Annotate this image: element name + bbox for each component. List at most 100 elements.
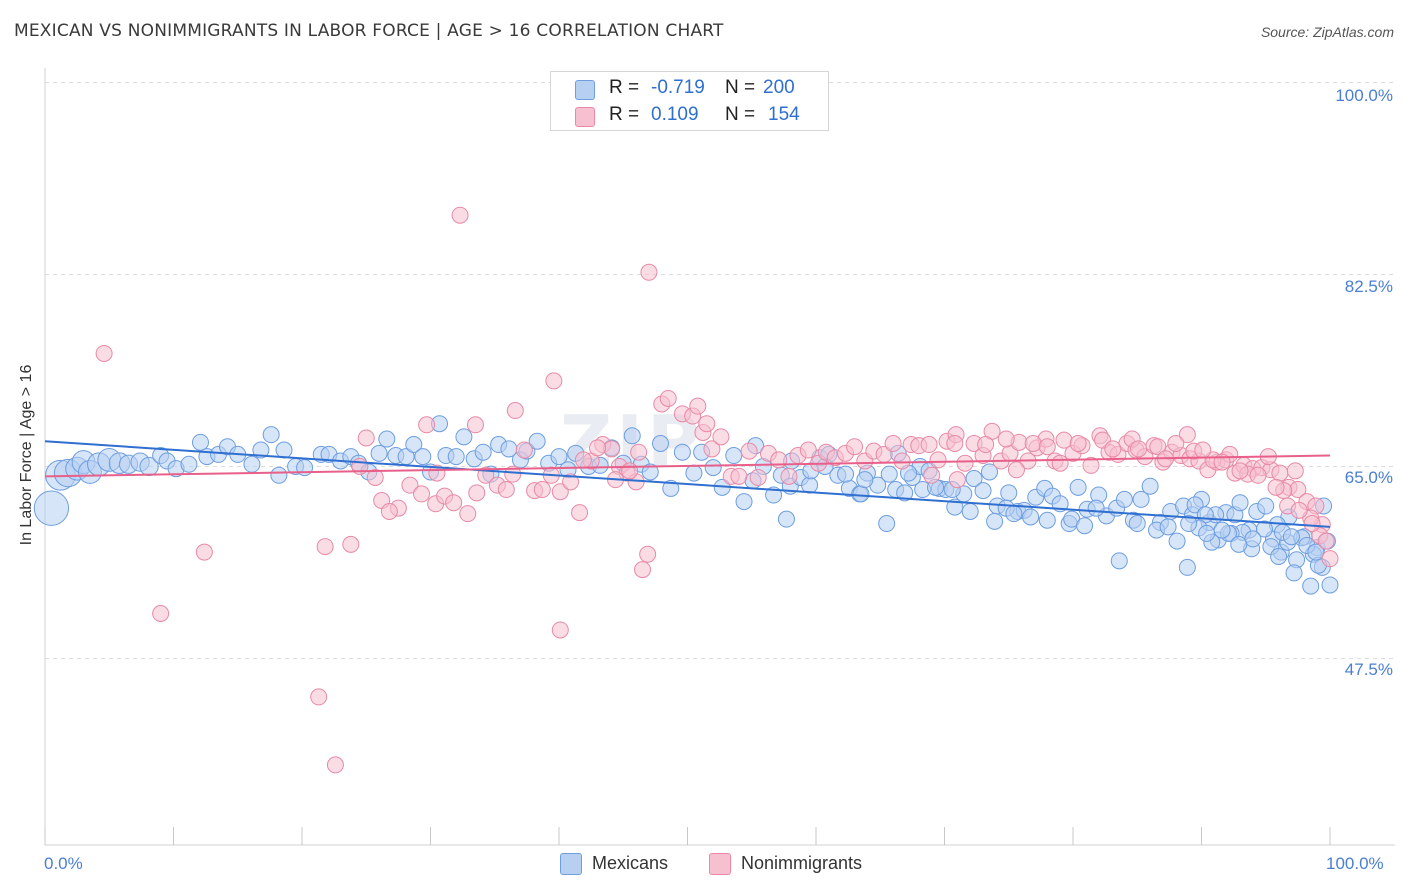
nonimmigrants-point bbox=[571, 504, 589, 522]
y-tick-47-5: 47.5% bbox=[1344, 660, 1393, 679]
mexicans-point bbox=[1180, 515, 1198, 533]
nonimmigrants-point bbox=[948, 471, 966, 489]
nonimmigrants-point bbox=[946, 434, 964, 452]
nonimmigrants-point bbox=[459, 505, 477, 523]
swatch-pink bbox=[709, 853, 731, 875]
mexicans-point bbox=[1178, 558, 1196, 576]
mexicans-point bbox=[1087, 499, 1105, 517]
mexicans-point bbox=[550, 448, 568, 466]
nonimmigrants-point bbox=[923, 466, 941, 484]
nonimmigrants-point bbox=[630, 443, 648, 461]
legend-swatch-pink bbox=[575, 107, 595, 127]
nonimmigrants-point bbox=[730, 467, 748, 485]
mexicans-point bbox=[1282, 528, 1300, 546]
mexicans-point bbox=[623, 427, 641, 445]
nonimmigrants-point bbox=[780, 467, 798, 485]
mexicans-point bbox=[1038, 511, 1056, 529]
mexicans-point bbox=[243, 455, 261, 473]
nonimmigrants-point bbox=[740, 442, 758, 460]
nonimmigrants-point bbox=[621, 462, 639, 480]
legend-swatch-blue bbox=[575, 80, 595, 100]
mexicans-point bbox=[673, 443, 691, 461]
nonimmigrants-point bbox=[1007, 461, 1025, 479]
mexicans-point bbox=[1244, 530, 1262, 548]
mexicans-point bbox=[852, 485, 870, 503]
mexicans-point bbox=[1321, 576, 1339, 594]
nonimmigrants-point bbox=[545, 372, 563, 390]
nonimmigrants-point bbox=[1271, 464, 1289, 482]
mexicans-point bbox=[1005, 505, 1023, 523]
mexicans-point bbox=[180, 455, 198, 473]
nonimmigrants-point bbox=[1321, 550, 1339, 568]
nonimmigrants-point bbox=[977, 436, 995, 454]
nonimmigrants-point bbox=[1267, 478, 1285, 496]
mexicans-point bbox=[704, 459, 722, 477]
mexicans-point bbox=[1159, 518, 1177, 536]
nonimmigrants-point bbox=[418, 416, 436, 434]
legend-n-label: N = bbox=[725, 77, 756, 98]
mexicans-point bbox=[1076, 517, 1094, 535]
nonimmigrants-point bbox=[639, 545, 657, 563]
nonimmigrants-point bbox=[703, 440, 721, 458]
source-label: Source: ZipAtlas.com bbox=[1260, 24, 1394, 40]
nonimmigrants-point bbox=[574, 451, 592, 469]
nonimmigrants-point bbox=[603, 440, 621, 458]
nonimmigrants-point bbox=[1178, 426, 1196, 444]
mexicans-point bbox=[1186, 496, 1204, 514]
mexicans-point bbox=[1000, 484, 1018, 502]
nonimmigrants-point bbox=[533, 481, 551, 499]
legend-label-nonimmigrants: Nonimmigrants bbox=[741, 853, 863, 873]
nonimmigrants-point bbox=[468, 484, 486, 502]
nonimmigrants-point bbox=[562, 473, 580, 491]
nonimmigrants-point bbox=[1024, 434, 1042, 452]
mexicans-point bbox=[528, 432, 546, 450]
nonimmigrants-point bbox=[846, 438, 864, 456]
nonimmigrants-point bbox=[997, 430, 1015, 448]
nonimmigrants-point bbox=[366, 468, 384, 486]
mexicans-point bbox=[974, 482, 992, 500]
mexicans-point bbox=[652, 434, 670, 452]
nonimmigrants-point bbox=[316, 538, 334, 556]
nonimmigrants-point bbox=[929, 451, 947, 469]
mexicans-point bbox=[662, 479, 680, 497]
mexicans-point bbox=[1270, 547, 1288, 565]
mexicans-point bbox=[896, 484, 914, 502]
mexicans-point bbox=[980, 463, 998, 481]
chart-title: MEXICAN VS NONIMMIGRANTS IN LABOR FORCE … bbox=[14, 21, 724, 41]
mexicans-point bbox=[878, 515, 896, 533]
nonimmigrants-point bbox=[956, 454, 974, 472]
nonimmigrants-point bbox=[640, 263, 658, 281]
nonimmigrants-point bbox=[712, 428, 730, 446]
y-tick-65: 65.0% bbox=[1344, 468, 1393, 487]
mexicans-point bbox=[1213, 521, 1231, 539]
mexicans-point bbox=[275, 441, 293, 459]
swatch-blue bbox=[560, 853, 582, 875]
mexicans-point bbox=[1115, 490, 1133, 508]
nonimmigrants-point bbox=[195, 543, 213, 561]
nonimmigrants-point bbox=[659, 389, 677, 407]
nonimmigrants-point bbox=[1231, 462, 1249, 480]
legend-r-label: R = bbox=[609, 77, 640, 98]
trend-lines bbox=[44, 440, 1331, 528]
nonimmigrants-point bbox=[1051, 454, 1069, 472]
legend-n-label: N = bbox=[725, 104, 756, 125]
mexicans-point bbox=[1230, 535, 1248, 553]
mexicans-point bbox=[801, 476, 819, 494]
mexicans-point bbox=[414, 448, 432, 466]
nonimmigrants-point bbox=[380, 502, 398, 520]
nonimmigrants-trend-line bbox=[44, 454, 1331, 478]
mexicans-point bbox=[961, 502, 979, 520]
nonimmigrants-point bbox=[95, 344, 113, 362]
nonimmigrants-point bbox=[1104, 440, 1122, 458]
nonimmigrants-point bbox=[497, 481, 515, 499]
mexicans-point bbox=[447, 448, 465, 466]
mexicans-point bbox=[986, 512, 1004, 530]
nonimmigrants-point bbox=[884, 434, 902, 452]
mexicans-point bbox=[370, 444, 388, 462]
nonimmigrants-point bbox=[1149, 438, 1167, 456]
nonimmigrants-point bbox=[1038, 438, 1056, 456]
nonimmigrants-point bbox=[749, 468, 767, 486]
nonimmigrants-point bbox=[698, 415, 716, 433]
nonimmigrants-point bbox=[515, 441, 533, 459]
